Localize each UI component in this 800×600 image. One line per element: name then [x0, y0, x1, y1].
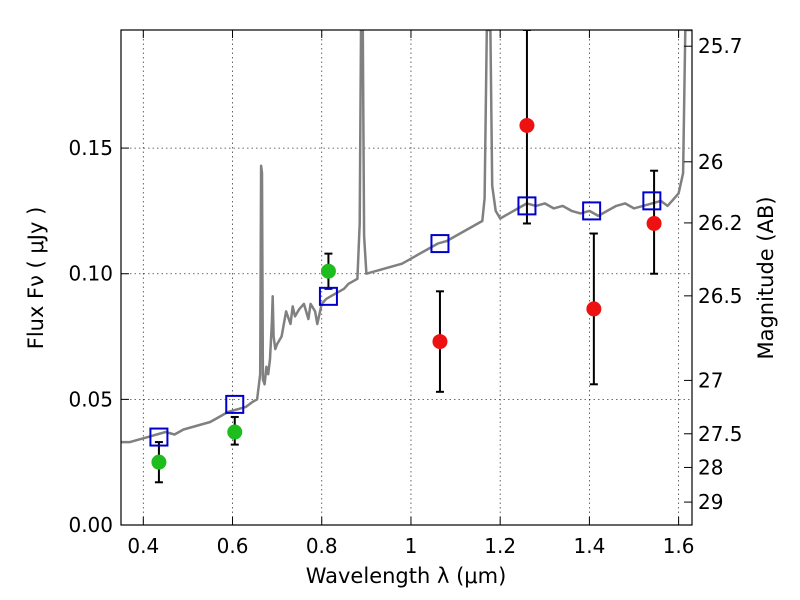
y-tick-label: 0.00 — [68, 513, 113, 537]
right-axis-label: Magnitude (AB) — [754, 196, 778, 359]
photometry-point — [151, 454, 167, 470]
x-tick-label: 1 — [405, 534, 418, 558]
x-tick-label: 0.6 — [217, 534, 249, 558]
y-axis-label: Flux Fν ( μJy ) — [24, 207, 48, 350]
y-tick-label: 0.05 — [68, 387, 113, 411]
photometry-point — [519, 117, 535, 133]
model-point — [430, 234, 450, 254]
model-point — [149, 427, 169, 447]
right-tick-label: 29 — [698, 490, 723, 514]
photometry-point — [586, 301, 602, 317]
x-tick-label: 1.4 — [573, 534, 605, 558]
x-tick-label: 0.4 — [127, 534, 159, 558]
axis-ticks: 0.4 0.6 0.8 1 1.2 1.4 1.6 0.00 0.05 0.10 0.15 25.7 2… — [68, 30, 743, 558]
photometry-point — [227, 424, 243, 440]
y-tick-label: 0.15 — [68, 136, 113, 160]
model-point — [225, 394, 245, 414]
x-tick-label: 1.6 — [663, 534, 695, 558]
x-tick-label: 0.8 — [306, 534, 338, 558]
x-tick-label: 1.2 — [484, 534, 516, 558]
right-tick-label: 27 — [698, 368, 723, 392]
photometry-point — [646, 215, 662, 231]
grid-lines — [121, 30, 692, 526]
right-tick-label: 26 — [698, 150, 723, 174]
series-layer — [121, 30, 692, 484]
model-point — [642, 191, 662, 211]
plot-frame — [120, 29, 693, 526]
model-point — [318, 286, 338, 306]
model-point — [517, 196, 537, 216]
y-tick-label: 0.10 — [68, 262, 113, 286]
right-tick-label: 26.5 — [698, 284, 743, 308]
right-tick-label: 27.5 — [698, 422, 743, 446]
right-tick-label: 28 — [698, 455, 723, 479]
right-tick-label: 25.7 — [698, 34, 743, 58]
x-axis-label: Wavelength λ (μm) — [306, 564, 507, 588]
spectrum-line — [121, 30, 692, 444]
photometry-point — [432, 334, 448, 350]
right-tick-label: 26.2 — [698, 211, 743, 235]
model-point — [582, 201, 602, 221]
photometry-point — [320, 263, 336, 279]
